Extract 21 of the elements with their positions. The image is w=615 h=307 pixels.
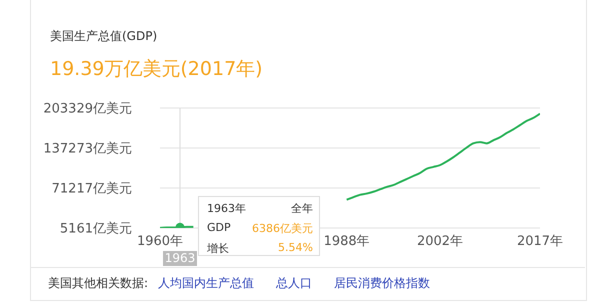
x-tick-label: 1988年 (324, 234, 370, 250)
y-tick-label: 203329亿美元 (43, 100, 132, 117)
text: 总人口 (276, 275, 312, 292)
chart-subtitle: 19.39万亿美元(2017年) (50, 57, 263, 82)
text: 人均国内生产总值 (158, 275, 254, 292)
x-tick-label: 2002年 (416, 234, 464, 250)
annotation: GDP (207, 221, 231, 236)
x-tick-label: 1960年 (136, 234, 184, 250)
y-tick-label: 71217亿美元 (52, 180, 132, 197)
text: 1963 (163, 251, 197, 266)
text: 5.54% (278, 241, 313, 256)
y-tick-label: 5161亿美元 (60, 220, 132, 237)
text: 美国其他相关数据: (48, 275, 148, 292)
chart-title: 美国生产总值(GDP) (50, 28, 158, 45)
y-tick-label: 137273亿美元 (43, 140, 132, 157)
x-tick-label: 2017年 (516, 234, 564, 250)
annotation: 1963年 (207, 201, 246, 216)
text: 居民消费价格指数 (334, 275, 430, 292)
text: 增长 (207, 241, 229, 256)
annotation: 6386亿美元 (252, 221, 313, 236)
annotation: 全年 (291, 201, 313, 216)
